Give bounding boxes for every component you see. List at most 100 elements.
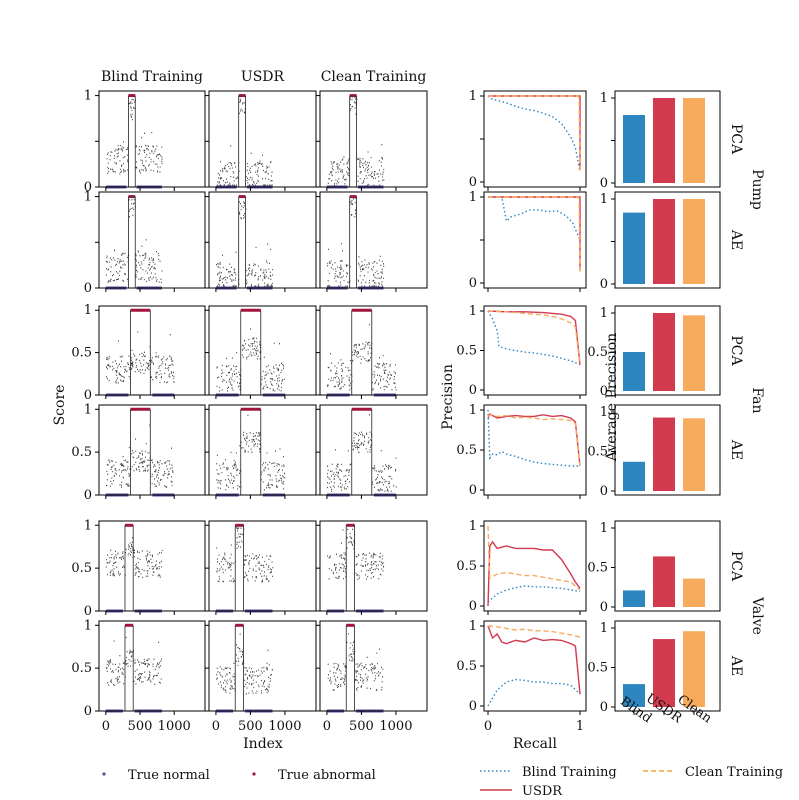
score-panel-fan-pca-0 <box>95 305 206 399</box>
ap-bar-clean <box>683 631 705 707</box>
score-panel-pump-ae-0 <box>95 191 206 292</box>
y-tick-label: 0.5 <box>71 561 92 576</box>
pr-y-tick-label: 1 <box>469 403 477 418</box>
ap-bar-clean <box>683 418 705 491</box>
score-panel-pump-ae-1 <box>205 191 317 292</box>
pr-curve-usdr <box>488 196 581 271</box>
score-points <box>327 324 397 391</box>
legend-label-true-abnormal: True abnormal <box>278 768 376 783</box>
score-panel-pump-pca-0 <box>95 90 206 191</box>
column-title-1: USDR <box>241 69 285 85</box>
score-panel-valve-pca-2 <box>316 520 428 615</box>
score-axes-frame <box>98 305 206 396</box>
ap-bar-clean <box>683 199 705 284</box>
pr-curve-clean-training <box>488 196 581 273</box>
pr-xlabel: Recall <box>513 736 557 752</box>
machine-label-fan: Fan <box>749 387 765 413</box>
score-axes-frame <box>319 404 428 496</box>
pr-y-tick-label: 1 <box>469 89 477 104</box>
score-panel-fan-ae-2 <box>316 404 428 499</box>
score-axes-frame <box>208 305 317 396</box>
pr-y-tick-label: 0 <box>469 175 477 190</box>
pr-y-tick-label: 1 <box>469 519 477 534</box>
ap-bar-usdr <box>653 199 675 284</box>
pr-curve-blind-training <box>487 585 581 603</box>
score-points <box>106 331 175 384</box>
ap-y-tick-label: 1 <box>600 306 608 321</box>
pr-curve-usdr <box>487 540 581 607</box>
ap-bar-blind <box>623 115 645 183</box>
ap-panel-pump-pca <box>611 90 721 188</box>
ap-bar-usdr <box>653 556 675 607</box>
score-panel-pump-pca-1 <box>205 90 317 191</box>
y-tick-label: 0 <box>84 704 92 719</box>
score-panel-valve-ae-1 <box>205 620 317 715</box>
pr-panel-fan-ae <box>480 404 587 499</box>
pr-axes-frame <box>483 520 587 612</box>
pr-curve-blind-training <box>487 409 580 467</box>
score-axes-frame <box>208 191 317 289</box>
column-title-2: Clean Training <box>321 69 427 85</box>
pr-curve-clean-training <box>487 525 581 591</box>
pr-y-tick-label: 1 <box>469 619 477 634</box>
pr-axes-frame <box>483 305 587 396</box>
score-axes-frame <box>98 404 206 496</box>
score-points <box>327 633 384 691</box>
ap-axes-frame <box>614 404 721 496</box>
ap-panel-valve-pca <box>611 520 721 612</box>
model-label-pca: PCA <box>728 551 744 582</box>
legend-label-usdr: USDR <box>522 784 563 799</box>
ap-y-tick-label: 0 <box>600 277 608 292</box>
x-tick-label-1000: 1000 <box>379 719 412 734</box>
pr-y-tick-label: 0 <box>469 276 477 291</box>
pr-curve-usdr <box>487 413 581 467</box>
ap-y-tick-label: 0 <box>600 484 608 499</box>
score-points <box>106 98 163 175</box>
y-tick-label: 0 <box>84 180 92 195</box>
ap-bar-blind <box>623 461 645 491</box>
ap-y-tick-label: 0.5 <box>587 445 608 460</box>
ap-bar-usdr <box>653 98 675 183</box>
legend-label-clean-training: Clean Training <box>685 765 783 780</box>
ap-ylabel: Average Precision <box>604 333 620 462</box>
ap-bar-usdr <box>653 639 675 707</box>
y-tick-label: 1 <box>84 518 92 533</box>
machine-label-pump: Pump <box>749 169 765 210</box>
pr-curve-blind-training <box>488 196 581 241</box>
ap-y-tick-label: 0.5 <box>587 661 608 676</box>
x-tick-label-500: 500 <box>238 719 263 734</box>
score-points <box>217 94 273 186</box>
x-tick-label-0: 0 <box>323 719 331 734</box>
machine-label-valve: Valve <box>749 596 765 635</box>
ap-y-tick-label: 0 <box>600 600 608 615</box>
score-axes-frame <box>208 620 317 712</box>
score-points <box>327 195 385 287</box>
x-tick-label-1000: 1000 <box>158 719 191 734</box>
y-tick-label: 1 <box>84 618 92 633</box>
y-tick-label: 1 <box>84 190 92 205</box>
pr-curve-clean-training <box>488 95 581 172</box>
y-tick-label: 1 <box>84 402 92 417</box>
model-label-ae: AE <box>728 229 744 250</box>
ap-y-tick-label: 0 <box>600 700 608 715</box>
pr-y-tick-label: 0 <box>469 699 477 714</box>
score-xlabel: Index <box>243 736 283 752</box>
x-tick-label-500: 500 <box>128 719 153 734</box>
score-axes-frame <box>319 90 428 188</box>
ap-bar-blind <box>623 684 645 707</box>
score-axes-frame <box>98 191 206 289</box>
score-points <box>216 524 274 583</box>
pr-y-tick-label: 0 <box>469 599 477 614</box>
pr-curve-usdr <box>488 95 581 170</box>
pr-y-tick-label: 0.5 <box>456 344 477 359</box>
y-tick-label: 0 <box>84 488 92 503</box>
ap-y-tick-label: 1 <box>600 521 608 536</box>
column-title-0: Blind Training <box>101 69 203 85</box>
score-points <box>216 414 286 491</box>
score-axes-frame <box>98 90 206 188</box>
pr-y-tick-label: 1 <box>469 190 477 205</box>
score-panel-fan-pca-1 <box>205 305 317 399</box>
score-points <box>327 524 385 580</box>
score-axes-frame <box>208 90 317 188</box>
